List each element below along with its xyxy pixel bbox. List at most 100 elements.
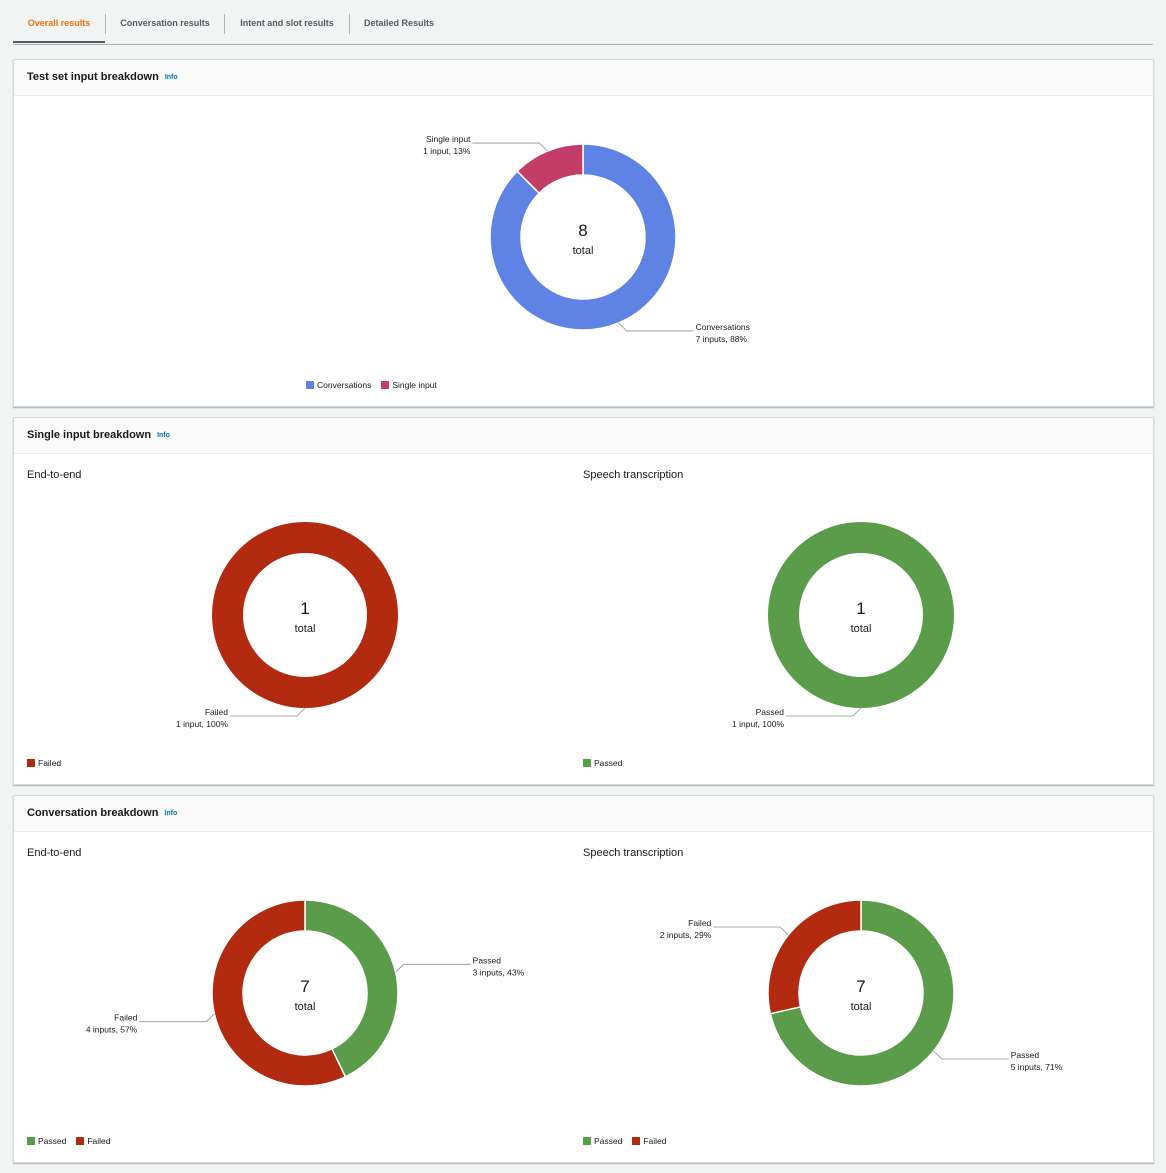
panel-title: Conversation breakdown Info — [27, 807, 177, 819]
single-input-title: Single input breakdown — [27, 429, 152, 441]
slice-name: Failed — [688, 918, 711, 928]
leader-line — [786, 707, 862, 717]
info-link[interactable]: Info — [157, 432, 170, 439]
tab-intent-slot-results[interactable]: Intent and slot results — [240, 18, 334, 28]
single-speech-center-label: total — [851, 623, 872, 635]
tab-conversation-results[interactable]: Conversation results — [120, 18, 210, 28]
end-to-end-subtitle: End-to-end — [27, 469, 82, 481]
panel-header: Single input breakdown Info — [14, 418, 1153, 454]
leader-line — [230, 707, 306, 717]
tab-divider — [349, 14, 350, 34]
legend-swatch — [381, 381, 390, 389]
single-e2e-legend: Failed — [27, 758, 71, 768]
single-speech-center-value: 1 — [856, 599, 865, 618]
panel-header: Conversation breakdown Info — [14, 796, 1153, 832]
legend-item-failed[interactable]: Failed — [632, 1136, 667, 1146]
legend-item-failed[interactable]: Failed — [27, 758, 61, 768]
slice-name: Passed — [473, 955, 502, 965]
conv-speech-center-value: 7 — [856, 977, 865, 996]
panel-title: Single input breakdown Info — [27, 429, 170, 441]
legend-swatch — [632, 1137, 641, 1145]
conversation-title: Conversation breakdown — [27, 807, 159, 819]
conv-e2e-label-failed: Failed 4 inputs, 57% — [86, 1013, 215, 1035]
tab-divider — [105, 14, 106, 34]
panel-title: Test set input breakdown Info — [27, 71, 178, 83]
test-set-slice-single-input[interactable] — [516, 143, 584, 195]
legend-label: Conversations — [317, 380, 372, 390]
single-input-panel: Single input breakdown Info End-to-end Sp… — [13, 417, 1154, 785]
slice-detail: 3 inputs, 43% — [473, 967, 525, 977]
leader-line — [139, 1013, 215, 1023]
legend-label: Passed — [594, 758, 623, 768]
legend-swatch — [306, 381, 314, 389]
legend-label: Failed — [87, 1136, 111, 1146]
single-speech-label-passed: Passed 1 input, 100% — [732, 707, 862, 729]
single-e2e-center-value: 1 — [300, 599, 309, 618]
single-speech-legend: Passed — [583, 758, 632, 768]
conv-speech-slice-passed[interactable] — [769, 899, 955, 1087]
legend-label: Failed — [643, 1136, 667, 1146]
single-e2e-slice-failed[interactable] — [211, 522, 398, 708]
conv-e2e-legend: Passed Failed — [27, 1136, 121, 1146]
test-set-chart: Conversations 7 inputs, 88% Single input 1 … — [423, 134, 750, 344]
legend-item-passed[interactable]: Passed — [27, 1136, 66, 1146]
test-set-label-single-input: Single input 1 input, 13% — [423, 134, 548, 156]
legend-item-single-input[interactable]: Single input — [381, 380, 437, 390]
legend-item-conversations[interactable]: Conversations — [306, 380, 371, 390]
slice-detail: 5 inputs, 71% — [1011, 1062, 1063, 1072]
conv-e2e-center-value: 7 — [300, 977, 309, 996]
speech-transcription-subtitle: Speech transcription — [583, 847, 684, 859]
slice-name: Failed — [205, 707, 228, 717]
test-set-slice-conversations[interactable] — [489, 143, 677, 331]
slice-name: Passed — [1011, 1050, 1040, 1060]
legend-label: Failed — [38, 758, 62, 768]
leader-line — [618, 322, 694, 332]
conv-speech-slice-failed[interactable] — [767, 899, 862, 1015]
panel-header: Test set input breakdown Info — [14, 60, 1153, 96]
conv-speech-label-failed: Failed 2 inputs, 29% — [660, 918, 789, 940]
info-link[interactable]: Info — [164, 74, 178, 81]
test-set-legend: Conversations Single input — [306, 380, 447, 390]
test-set-center-label: total — [573, 245, 594, 257]
info-link[interactable]: Info — [164, 810, 178, 817]
conv-speech-legend: Passed Failed — [583, 1136, 677, 1146]
single-e2e-label-failed: Failed 1 input, 100% — [176, 707, 306, 729]
slice-name: Failed — [114, 1013, 137, 1023]
test-set-title: Test set input breakdown — [27, 71, 159, 83]
conv-e2e-slice-passed[interactable] — [304, 899, 399, 1078]
single-speech-slice-passed[interactable] — [767, 522, 954, 708]
tab-detailed-results[interactable]: Detailed Results — [363, 18, 435, 28]
leader-line — [713, 926, 789, 936]
slice-detail: 1 input, 100% — [176, 719, 228, 729]
legend-label: Single input — [392, 380, 437, 390]
conv-e2e-label-passed: Passed 3 inputs, 43% — [395, 955, 525, 977]
legend-label: Passed — [594, 1136, 623, 1146]
slice-detail: 2 inputs, 29% — [660, 930, 712, 940]
conv-e2e-slice-failed[interactable] — [211, 899, 347, 1087]
leader-line — [395, 963, 471, 973]
legend-swatch — [76, 1137, 85, 1145]
test-set-label-conversations: Conversations 7 inputs, 88% — [618, 322, 750, 344]
leader-line — [933, 1050, 1009, 1060]
tab-overall-results[interactable]: Overall results — [13, 0, 105, 43]
end-to-end-subtitle: End-to-end — [27, 847, 82, 859]
legend-label: Passed — [38, 1136, 67, 1146]
speech-transcription-subtitle: Speech transcription — [583, 469, 684, 481]
legend-item-passed[interactable]: Passed — [583, 758, 622, 768]
conv-e2e-center-label: total — [295, 1001, 316, 1013]
slice-name: Single input — [426, 134, 471, 144]
slice-detail: 1 input, 13% — [423, 146, 471, 156]
conversation-panel: Conversation breakdown Info End-to-end Sp… — [13, 795, 1154, 1163]
single-input-charts: Failed 1 input, 100% 1 total Passed 1 input, … — [176, 522, 954, 729]
legend-item-failed[interactable]: Failed — [76, 1136, 111, 1146]
legend-swatch — [583, 759, 591, 767]
test-set-panel: Test set input breakdown Info Conversatio… — [13, 59, 1154, 407]
slice-detail: 7 inputs, 88% — [696, 334, 748, 344]
test-set-center-value: 8 — [578, 221, 587, 240]
legend-item-passed[interactable]: Passed — [583, 1136, 622, 1146]
slice-detail: 4 inputs, 57% — [86, 1025, 138, 1035]
conv-speech-label-passed: Passed 5 inputs, 71% — [933, 1050, 1063, 1072]
conversation-charts: Passed 3 inputs, 43% Failed 4 inputs, 57% 7 t… — [86, 899, 1063, 1087]
results-tabs: Overall results Conversation results Int… — [13, 0, 1153, 45]
slice-detail: 1 input, 100% — [732, 719, 784, 729]
